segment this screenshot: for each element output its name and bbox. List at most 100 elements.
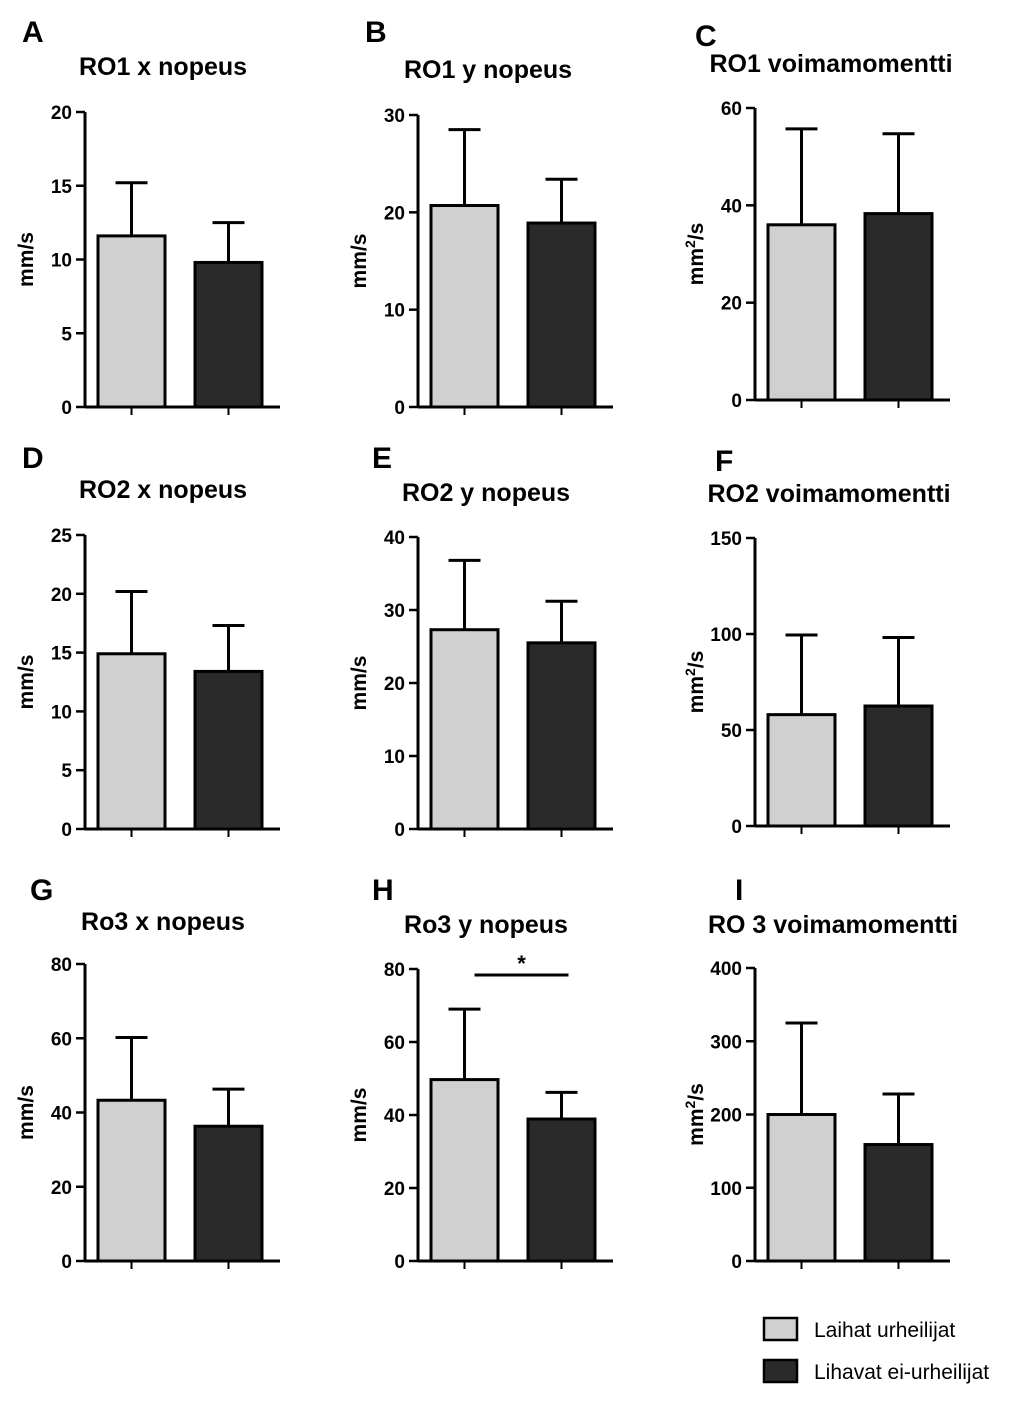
legend: Laihat urheilijat Lihavat ei-urheilijat [762,1316,989,1384]
y-tick-label: 60 [721,99,742,120]
panel-title: RO1 voimamomentti [709,50,952,78]
y-axis-label: mm/s [15,232,38,287]
bar-2 [526,221,597,409]
y-tick-label: 20 [51,103,72,124]
y-tick-label: 40 [51,1104,72,1125]
bar-1 [766,713,837,828]
panel-title: RO 3 voimamomentti [708,911,958,939]
bar-2 [193,669,264,831]
y-axis-label: mm/s [15,655,38,710]
y-tick-label: 0 [394,820,405,841]
panel-e: E RO2 y nopeus mm/s 0 10 20 30 40 [348,442,613,841]
bar-1 [429,628,500,831]
bar-2 [193,1124,264,1263]
y-tick-label: 60 [384,1033,405,1054]
y-axis-label: mm/s [348,656,371,711]
y-tick-label: 10 [51,702,72,723]
y-tick-label: 100 [710,1179,742,1200]
y-axis-label: mm/s [348,234,371,289]
y-tick-label: 0 [394,1252,405,1273]
y-tick-label: 15 [51,177,73,198]
bar-1 [429,1078,500,1263]
y-tick-label: 0 [61,820,72,841]
bar-2 [526,1117,597,1263]
panel-i: I RO 3 voimamomentti mm2/s 0 100 200 300 400 [682,874,958,1273]
y-tick-label: 25 [51,526,73,547]
y-tick-label: 60 [51,1029,72,1050]
panel-title: Ro3 y nopeus [404,911,568,939]
bar-2 [863,704,934,828]
y-tick-label: 5 [61,761,72,782]
panel-title: RO1 x nopeus [79,53,247,81]
y-tick-label: 10 [384,747,405,768]
y-tick-label: 40 [721,196,742,217]
bar-2 [863,212,934,402]
bar-2 [863,1143,934,1263]
panel-letter: G [30,874,53,907]
y-tick-label: 0 [394,398,405,419]
y-tick-label: 20 [51,1178,72,1199]
panel-g: G Ro3 x nopeus mm/s 0 20 40 60 80 [15,874,280,1273]
y-tick-label: 300 [710,1032,742,1053]
y-tick-label: 30 [384,106,405,127]
y-tick-label: 0 [731,391,742,412]
panel-letter: D [22,442,44,475]
y-tick-label: 100 [710,625,742,646]
legend-swatch-1 [762,1316,799,1342]
bar-1 [766,1113,837,1263]
y-tick-label: 20 [51,585,72,606]
legend-label-1: Laihat urheilijat [814,1319,955,1342]
y-tick-label: 10 [384,301,405,322]
bar-1 [96,652,167,831]
panel-b: B RO1 y nopeus mm/s 0 10 20 30 [348,16,613,419]
y-tick-label: 0 [61,398,72,419]
panel-title: RO2 voimamomentti [707,480,950,508]
significance-marker: * [517,951,526,976]
y-tick-label: 0 [731,1252,742,1273]
panel-d: D RO2 x nopeus mm/s 0 5 10 15 20 25 [15,442,280,841]
y-tick-label: 400 [710,959,742,980]
y-tick-label: 20 [384,1179,405,1200]
y-tick-label: 20 [384,674,405,695]
bar-1 [429,204,500,409]
y-tick-label: 10 [51,251,72,272]
panel-h: H Ro3 y nopeus mm/s 0 20 40 60 80 * [348,874,613,1273]
bar-1 [96,234,167,409]
y-axis-label: mm2/s [682,223,708,286]
y-tick-label: 20 [721,294,742,315]
y-tick-label: 200 [710,1106,742,1127]
y-tick-label: 50 [721,721,742,742]
y-tick-label: 80 [384,960,405,981]
y-tick-label: 5 [61,324,72,345]
y-axis-label: mm2/s [682,651,708,714]
bar-2 [526,641,597,831]
y-tick-label: 40 [384,528,405,549]
y-axis-label: mm2/s [682,1083,708,1146]
y-axis-label: mm/s [348,1088,371,1143]
y-tick-label: 30 [384,601,405,622]
y-tick-label: 40 [384,1106,405,1127]
panel-letter: E [372,442,392,475]
panels: A RO1 x nopeus mm/s 0 5 10 15 20 B RO1 y nopeus mm… [15,16,958,1273]
panel-letter: F [715,445,733,478]
panel-letter: C [695,20,717,53]
y-axis-label: mm/s [15,1085,38,1140]
y-tick-label: 150 [710,529,742,550]
panel-letter: H [372,874,394,907]
y-tick-label: 20 [384,203,405,224]
panel-title: Ro3 x nopeus [81,908,245,936]
y-tick-label: 15 [51,644,73,665]
legend-swatch-2 [762,1358,799,1384]
bar-2 [193,260,264,409]
y-tick-label: 80 [51,955,72,976]
panel-title: RO2 x nopeus [79,476,247,504]
panel-a: A RO1 x nopeus mm/s 0 5 10 15 20 [15,16,280,419]
bar-1 [766,223,837,402]
y-tick-label: 0 [61,1252,72,1273]
bar-1 [96,1098,167,1263]
legend-label-2: Lihavat ei-urheilijat [814,1361,989,1384]
panel-letter: B [365,16,387,49]
